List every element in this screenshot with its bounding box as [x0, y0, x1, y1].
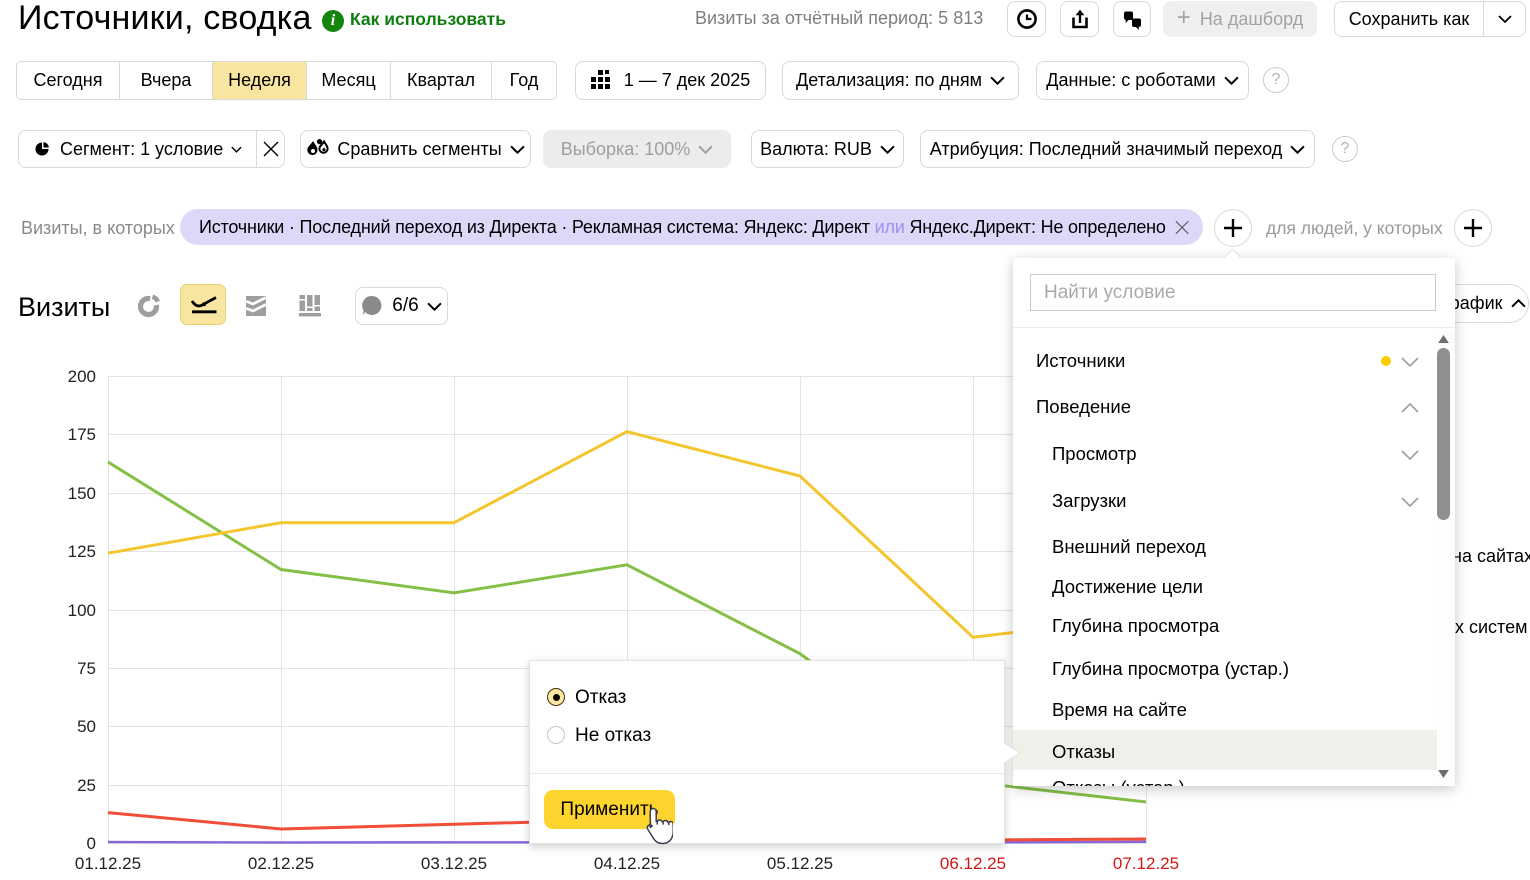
svg-text:150: 150: [68, 484, 96, 503]
svg-text:75: 75: [77, 659, 96, 678]
svg-text:0: 0: [87, 834, 96, 853]
svg-text:01.12.25: 01.12.25: [75, 854, 141, 873]
svg-text:05.12.25: 05.12.25: [767, 854, 833, 873]
svg-text:25: 25: [77, 776, 96, 795]
svg-text:175: 175: [68, 425, 96, 444]
svg-text:04.12.25: 04.12.25: [594, 854, 660, 873]
svg-text:50: 50: [77, 717, 96, 736]
svg-text:100: 100: [68, 601, 96, 620]
svg-text:125: 125: [68, 542, 96, 561]
svg-text:06.12.25: 06.12.25: [940, 854, 1006, 873]
svg-text:200: 200: [68, 367, 96, 386]
svg-text:02.12.25: 02.12.25: [248, 854, 314, 873]
svg-text:03.12.25: 03.12.25: [421, 854, 487, 873]
svg-text:07.12.25: 07.12.25: [1113, 854, 1179, 873]
